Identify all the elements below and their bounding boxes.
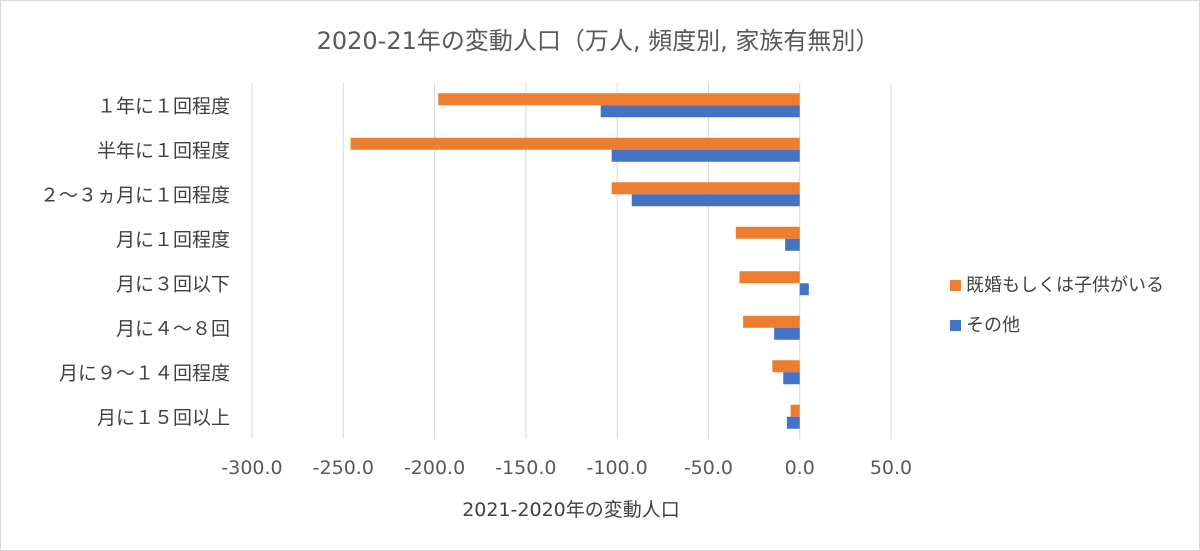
chart-title: 2020-21年の変動人口（万人, 頻度別, 家族有無別）	[317, 27, 880, 55]
bar-other[interactable]	[783, 372, 800, 385]
x-tick-label: -200.0	[404, 457, 465, 479]
bar-married-or-children[interactable]	[739, 271, 800, 284]
legend-swatch	[950, 320, 961, 331]
bar-married-or-children[interactable]	[350, 137, 800, 150]
bars	[350, 93, 809, 429]
bar-other[interactable]	[631, 194, 800, 207]
x-tick-label: -300.0	[221, 457, 282, 479]
x-tick-label: -100.0	[587, 457, 648, 479]
bar-married-or-children[interactable]	[611, 182, 800, 195]
bar-other[interactable]	[774, 327, 800, 340]
legend-label: その他	[966, 315, 1020, 336]
y-category-label: １年に１回程度	[97, 95, 230, 117]
x-axis-title: 2021-2020年の変動人口	[462, 499, 680, 521]
legend-swatch	[950, 280, 961, 291]
bar-married-or-children[interactable]	[743, 315, 800, 328]
bar-other[interactable]	[600, 105, 800, 118]
legend-label: 既婚もしくは子供がいる	[966, 275, 1164, 296]
y-category-label: 月に１回程度	[116, 229, 230, 251]
bar-other[interactable]	[785, 238, 800, 251]
y-category-label: 月に１５回以上	[97, 407, 230, 429]
x-tick-label: -50.0	[684, 457, 733, 479]
bar-other[interactable]	[786, 416, 800, 429]
x-tick-label: -250.0	[313, 457, 374, 479]
y-category-label: 半年に１回程度	[97, 140, 230, 162]
gridlines	[251, 83, 892, 439]
y-category-label: 月に３回以下	[116, 273, 230, 295]
bar-married-or-children[interactable]	[735, 226, 800, 239]
bar-other[interactable]	[799, 283, 809, 296]
bar-other[interactable]	[611, 149, 800, 162]
x-tick-label: 0.0	[785, 457, 815, 479]
y-category-label: 月に９～１４回程度	[59, 362, 230, 384]
axes: -300.0 -250.0 -200.0 -150.0 -100.0 -50.0 0.0 50…	[40, 95, 912, 479]
y-category-label: 月に４～８回	[116, 318, 230, 340]
y-category-label: ２～３ヵ月に１回程度	[40, 184, 230, 206]
x-tick-label: 50.0	[870, 457, 912, 479]
bar-married-or-children[interactable]	[438, 93, 800, 106]
bar-married-or-children[interactable]	[790, 404, 800, 417]
x-tick-label: -150.0	[495, 457, 556, 479]
bar-married-or-children[interactable]	[772, 360, 800, 373]
